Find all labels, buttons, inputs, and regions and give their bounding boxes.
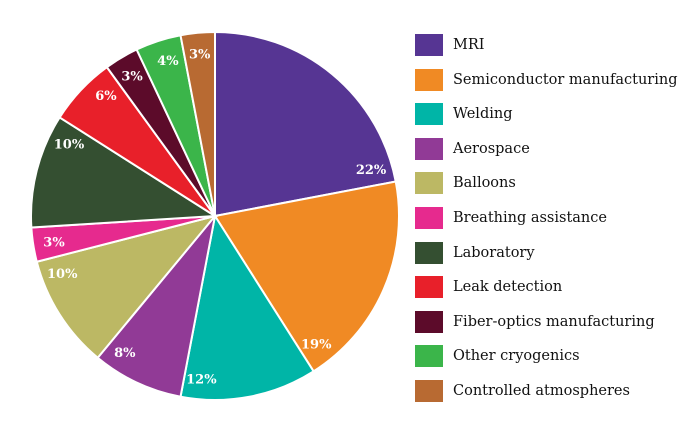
legend-label: Laboratory bbox=[453, 244, 535, 261]
legend-item: Breathing assistance bbox=[415, 206, 607, 230]
legend-swatch bbox=[415, 380, 443, 402]
legend-label: Balloons bbox=[453, 175, 516, 192]
slice-label-8: 3% bbox=[121, 70, 143, 85]
pie-plot: 22% 19% 12% 8% 10% 3% 10% 6% 3% 4% 3% bbox=[30, 30, 400, 401]
slice-label-1: 19% bbox=[301, 338, 332, 353]
slice-label-9: 4% bbox=[157, 54, 179, 69]
legend-label: Semiconductor manufacturing bbox=[453, 71, 678, 88]
legend-label: Breathing assistance bbox=[453, 210, 607, 226]
legend-label: Aerospace bbox=[453, 140, 530, 157]
legend-item: Laboratory bbox=[415, 241, 535, 265]
pie-slice-0 bbox=[214, 30, 397, 218]
legend-item: Aerospace bbox=[415, 137, 530, 161]
slice-label-10: 3% bbox=[189, 48, 211, 63]
legend-item: Fiber-optics manufacturing bbox=[415, 310, 655, 334]
legend-label: Fiber-optics manufacturing bbox=[453, 313, 655, 330]
legend-swatch bbox=[415, 68, 443, 91]
slice-label-3: 8% bbox=[114, 346, 136, 361]
legend-swatch bbox=[415, 137, 443, 160]
pie-slice-1 bbox=[213, 180, 400, 373]
legend-swatch bbox=[415, 103, 443, 126]
pie-slice-6 bbox=[30, 116, 219, 229]
slice-label-0: 22% bbox=[356, 163, 387, 178]
legend-label: MRI bbox=[453, 37, 485, 53]
legend-label: Welding bbox=[453, 106, 513, 123]
legend-item: Welding bbox=[415, 102, 512, 126]
legend-item: Semiconductor manufacturing bbox=[415, 68, 678, 92]
legend-swatch bbox=[415, 310, 443, 333]
legend-item: Balloons bbox=[415, 171, 516, 195]
legend-label: Controlled atmospheres bbox=[453, 383, 630, 399]
slice-label-6: 10% bbox=[54, 138, 85, 153]
pie-slice-3 bbox=[96, 215, 216, 398]
legend-swatch bbox=[415, 241, 443, 264]
pie-slice-10 bbox=[179, 30, 216, 217]
legend-item: Controlled atmospheres bbox=[415, 379, 630, 403]
legend-item: Other cryogenics bbox=[415, 344, 580, 368]
legend-swatch bbox=[415, 34, 443, 56]
pie-slice-2 bbox=[179, 213, 315, 401]
legend-swatch bbox=[415, 172, 443, 195]
legend-item: MRI bbox=[415, 33, 485, 57]
legend-label: Other cryogenics bbox=[453, 348, 580, 365]
slice-label-7: 6% bbox=[95, 89, 117, 104]
legend-swatch bbox=[415, 276, 443, 299]
legend-label: Leak detection bbox=[453, 279, 563, 296]
slice-label-2: 12% bbox=[186, 372, 217, 387]
pie-slice-4 bbox=[35, 214, 218, 360]
legend-swatch bbox=[415, 345, 443, 368]
slice-label-4: 10% bbox=[47, 267, 78, 282]
legend-swatch bbox=[415, 207, 443, 229]
slice-label-5: 3% bbox=[43, 235, 65, 250]
legend-item: Leak detection bbox=[415, 275, 562, 299]
